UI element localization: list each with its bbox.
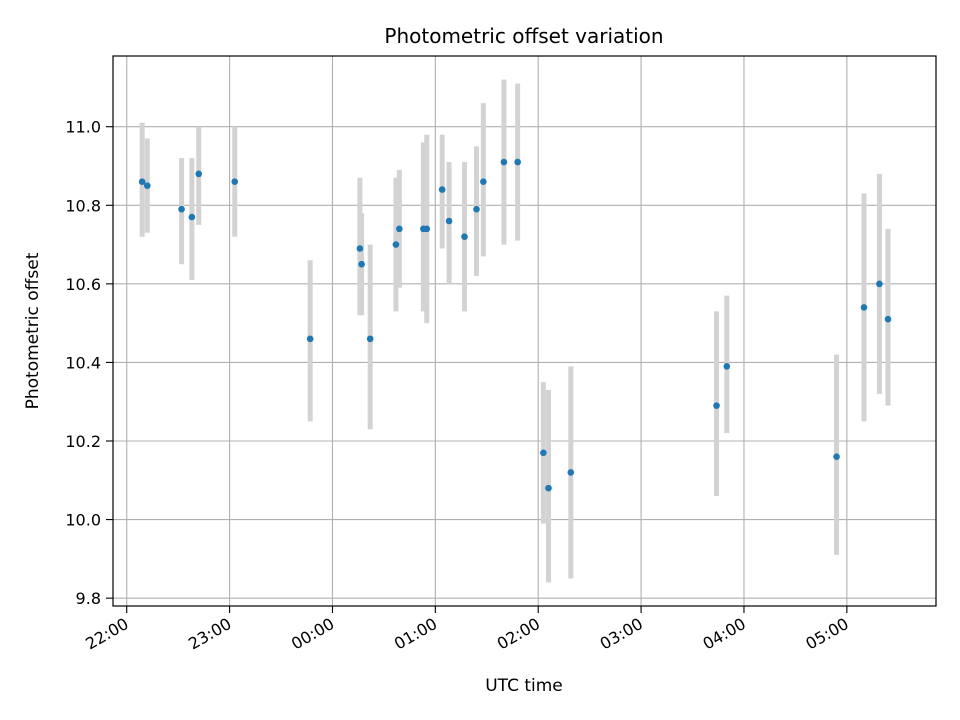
chart-title: Photometric offset variation bbox=[384, 24, 663, 48]
data-point bbox=[567, 469, 575, 476]
x-axis-label: UTC time bbox=[485, 676, 563, 696]
data-point bbox=[876, 280, 883, 288]
data-point bbox=[356, 245, 364, 252]
data-point bbox=[884, 315, 892, 323]
data-point bbox=[231, 178, 239, 186]
data-point bbox=[195, 170, 203, 178]
data-point bbox=[138, 178, 146, 186]
y-tick-label: 10.0 bbox=[65, 511, 101, 530]
data-point bbox=[480, 178, 487, 186]
data-point bbox=[143, 182, 151, 189]
y-tick-label: 10.2 bbox=[65, 432, 101, 451]
grid-lines bbox=[113, 56, 936, 606]
data-point bbox=[545, 484, 552, 492]
data-point bbox=[306, 335, 314, 343]
y-tick-label: 11.0 bbox=[65, 118, 101, 137]
data-point bbox=[500, 158, 508, 166]
plot-area-frame bbox=[112, 55, 937, 607]
data-point bbox=[423, 225, 431, 233]
data-point bbox=[366, 335, 374, 343]
data-point bbox=[860, 304, 868, 311]
data-point bbox=[833, 453, 840, 461]
y-axis: 9.8 10.0 10.2 10.4 10.6 10.8 11.0 bbox=[65, 118, 113, 608]
data-point bbox=[514, 158, 521, 166]
data-points bbox=[138, 158, 892, 492]
y-tick-label: 10.8 bbox=[65, 196, 101, 215]
y-tick-label: 10.6 bbox=[65, 275, 101, 294]
data-point bbox=[438, 186, 446, 193]
y-tick-label: 9.8 bbox=[76, 589, 101, 608]
y-axis-label: Photometric offset bbox=[23, 252, 43, 409]
data-point bbox=[358, 260, 365, 268]
data-point bbox=[445, 217, 453, 225]
data-point bbox=[188, 213, 196, 221]
data-point bbox=[723, 363, 731, 370]
data-point bbox=[473, 205, 480, 213]
y-tick-label: 10.4 bbox=[65, 353, 101, 372]
data-point bbox=[540, 449, 547, 457]
data-point bbox=[461, 233, 468, 241]
data-point bbox=[392, 241, 400, 248]
data-point bbox=[396, 225, 403, 233]
data-point bbox=[713, 402, 720, 409]
data-point bbox=[178, 205, 185, 213]
